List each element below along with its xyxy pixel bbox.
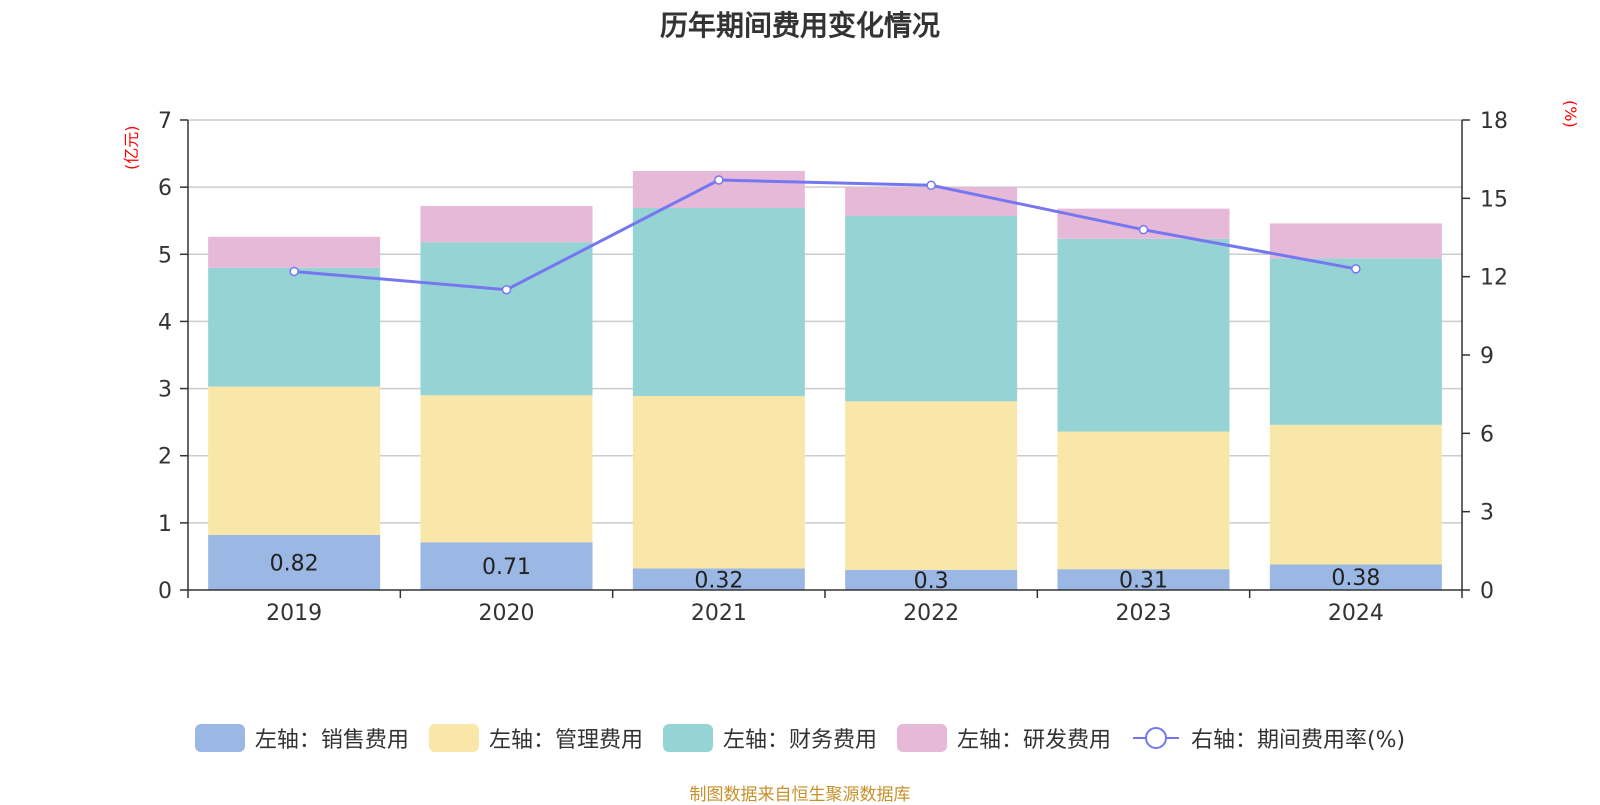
legend-label-expense-rate: 右轴：期间费用率(%) — [1190, 728, 1406, 753]
left-axis-tick-label: 2 — [158, 445, 172, 470]
bar-data-label: 0.71 — [482, 555, 531, 580]
bar-segment — [420, 395, 593, 543]
left-axis-tick-label: 1 — [158, 512, 172, 537]
bar-segment — [1269, 223, 1442, 259]
bar-segment — [1269, 258, 1442, 425]
bar-segment — [1269, 564, 1442, 590]
bar-segment — [420, 542, 593, 590]
bar-segment — [1057, 569, 1230, 590]
x-axis-tick-label: 2021 — [691, 601, 747, 626]
left-axis-tick-label: 3 — [158, 378, 172, 403]
x-axis-tick-label: 2023 — [1116, 601, 1172, 626]
left-axis-tick-label: 5 — [158, 243, 172, 268]
expense-rate-point — [289, 266, 299, 277]
bar-segment — [632, 395, 805, 569]
bar-segment — [845, 187, 1018, 217]
bar-segment — [208, 236, 381, 268]
right-axis-tick-label: 15 — [1480, 187, 1508, 212]
expense-rate-point — [501, 284, 512, 295]
source-note: 制图数据来自恒生聚源数据库 — [689, 785, 911, 805]
legend-swatch-admin — [428, 724, 479, 752]
bar-segment — [420, 242, 593, 396]
bar-segment — [420, 205, 593, 243]
expense-rate-point — [1351, 264, 1361, 274]
bar-segment — [208, 386, 381, 535]
legend-label-sales: 左轴：销售费用 — [254, 728, 409, 753]
x-axis-tick-label: 2022 — [903, 601, 959, 626]
right-axis-tick-label: 0 — [1480, 579, 1494, 604]
legend-label-finance: 左轴：财务费用 — [722, 728, 877, 753]
expense-rate-point — [1138, 224, 1149, 235]
expense-rate-point — [714, 175, 724, 185]
left-axis-tick-label: 4 — [158, 310, 172, 335]
bar-segment — [208, 267, 381, 387]
legend-item-rnd[interactable]: 左轴：研发费用 — [896, 722, 1111, 754]
chart-title: 历年期间费用变化情况 — [659, 9, 940, 42]
legend-item-admin[interactable]: 左轴：管理费用 — [428, 722, 643, 754]
x-axis-tick-label: 2019 — [266, 601, 322, 626]
left-axis-tick-label: 6 — [158, 176, 172, 201]
bar-data-label: 0.31 — [1119, 569, 1168, 594]
bar-segment — [1057, 431, 1230, 570]
expense-rate-point — [926, 180, 936, 191]
bar-segment — [1269, 424, 1442, 565]
bar-segment — [845, 401, 1018, 570]
legend-item-expense-rate[interactable]: 右轴：期间费用率(%) — [1131, 722, 1405, 754]
bar-data-label: 0.82 — [270, 551, 319, 576]
bar-segment — [632, 568, 805, 590]
legend-swatch-sales — [194, 724, 245, 752]
x-axis-tick-label: 2024 — [1328, 601, 1384, 626]
right-axis-tick-label: 18 — [1480, 109, 1508, 134]
left-axis-tick-label: 7 — [158, 109, 172, 134]
bar-data-label: 0.38 — [1331, 566, 1380, 591]
legend-item-sales[interactable]: 左轴：销售费用 — [194, 722, 409, 754]
right-axis-tick-label: 12 — [1480, 266, 1508, 291]
legend-label-admin: 左轴：管理费用 — [488, 728, 643, 753]
right-axis-tick-label: 3 — [1480, 501, 1494, 526]
expense-rate-line — [294, 178, 1357, 292]
legend-swatch-rnd — [896, 724, 947, 752]
bar-segment — [632, 207, 805, 396]
legend-line-marker-icon — [1132, 727, 1179, 749]
x-axis-tick-label: 2020 — [479, 601, 535, 626]
bar-data-label: 0.3 — [914, 569, 949, 594]
legend-swatch-finance — [662, 724, 713, 752]
left-axis-tick-label: 0 — [158, 579, 172, 604]
right-axis-tick-label: 6 — [1480, 422, 1494, 447]
right-axis-tick-label: 9 — [1480, 344, 1494, 369]
bar-segment — [1057, 238, 1230, 432]
bar-data-label: 0.32 — [694, 568, 743, 593]
bar-segment — [845, 569, 1018, 590]
bar-segment — [208, 534, 381, 590]
bar-segment — [845, 216, 1018, 402]
legend-label-rnd: 左轴：研发费用 — [956, 728, 1111, 753]
legend-item-finance[interactable]: 左轴：财务费用 — [662, 722, 877, 754]
chart-legend: 左轴：销售费用 左轴：管理费用 左轴：财务费用 左轴：研发费用 右轴：期间费用率… — [0, 720, 1600, 756]
